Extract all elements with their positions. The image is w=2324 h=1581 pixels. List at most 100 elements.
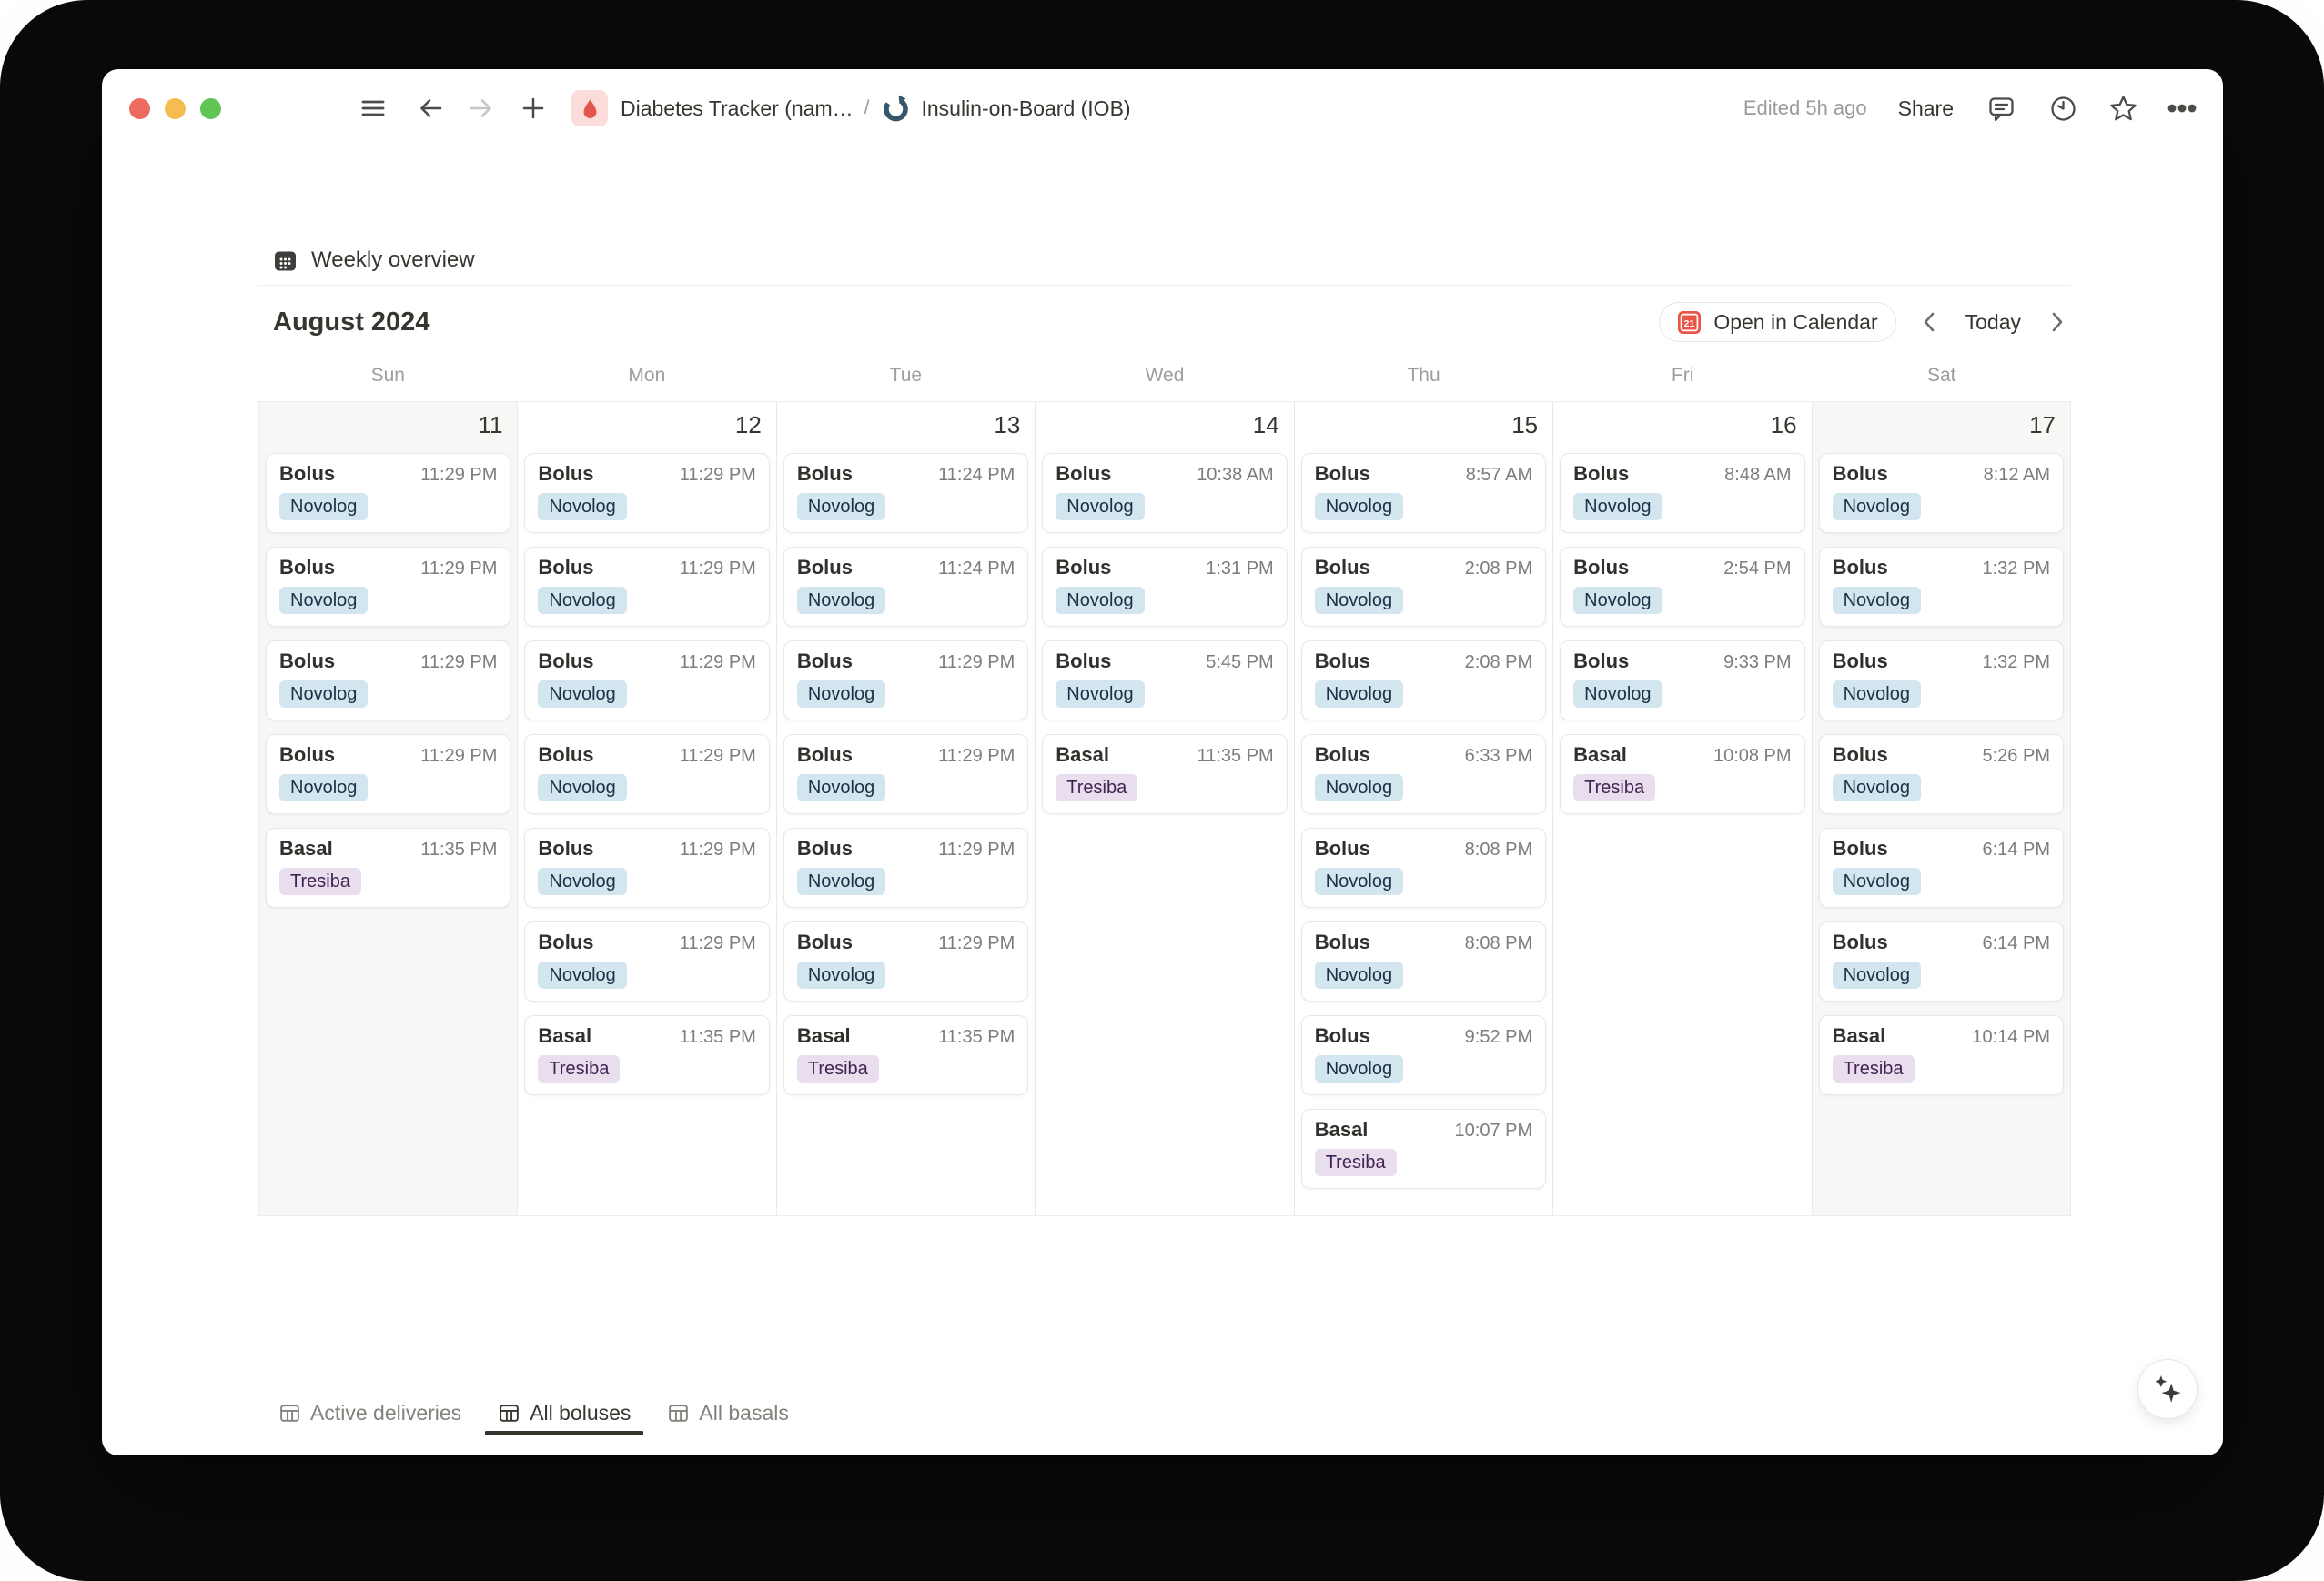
date-number: 15	[1511, 411, 1539, 438]
event-card[interactable]: Bolus 1:32 PM Novolog	[1818, 547, 2064, 627]
event-card[interactable]: Bolus 6:33 PM Novolog	[1300, 734, 1547, 814]
event-card-row: Bolus 11:24 PM	[797, 462, 1015, 486]
medication-tag: Novolog	[1056, 587, 1145, 614]
event-card[interactable]: Bolus 11:29 PM Novolog	[524, 828, 770, 908]
tab-all-boluses[interactable]: All boluses	[485, 1390, 644, 1435]
medication-tag: Tresiba	[538, 1055, 621, 1083]
date-number: 11	[478, 411, 503, 438]
event-card[interactable]: Basal 10:07 PM Tresiba	[1300, 1109, 1547, 1189]
event-card[interactable]: Bolus 10:38 AM Novolog	[1042, 453, 1288, 533]
close-button[interactable]	[129, 97, 150, 119]
event-card[interactable]: Bolus 11:29 PM Novolog	[783, 734, 1029, 814]
event-card[interactable]: Bolus 11:29 PM Novolog	[524, 734, 770, 814]
event-card[interactable]: Bolus 9:52 PM Novolog	[1300, 1015, 1547, 1095]
event-card[interactable]: Bolus 8:08 PM Novolog	[1300, 921, 1547, 1002]
view-tabs: Active deliveries All boluses All basals	[266, 1390, 802, 1435]
history-clock-icon[interactable]	[2048, 94, 2078, 124]
event-title: Bolus	[1314, 462, 1370, 485]
event-card[interactable]: Basal 11:35 PM Tresiba	[783, 1015, 1029, 1095]
event-card[interactable]: Bolus 1:31 PM Novolog	[1042, 547, 1288, 627]
event-card-row: Bolus 2:54 PM	[1573, 556, 1791, 579]
event-card[interactable]: Bolus 6:14 PM Novolog	[1818, 828, 2064, 908]
more-options-icon[interactable]	[2167, 103, 2198, 114]
event-title: Basal	[279, 837, 333, 860]
event-time: 9:33 PM	[1723, 652, 1792, 672]
event-card[interactable]: Basal 11:35 PM Tresiba	[524, 1015, 770, 1095]
event-card[interactable]: Basal 11:35 PM Tresiba	[1042, 734, 1288, 814]
event-time: 2:08 PM	[1464, 559, 1533, 579]
event-time: 11:35 PM	[1197, 746, 1274, 766]
event-card[interactable]: Basal 11:35 PM Tresiba	[266, 828, 511, 908]
traffic-lights	[129, 97, 221, 119]
previous-week-chevron-icon[interactable]	[1921, 310, 1937, 334]
event-card[interactable]: Bolus 2:08 PM Novolog	[1300, 547, 1547, 627]
event-title: Basal	[1573, 743, 1627, 766]
event-card[interactable]: Basal 10:14 PM Tresiba	[1818, 1015, 2064, 1095]
month-label: August 2024	[273, 307, 430, 337]
favorite-star-icon[interactable]	[2108, 94, 2138, 124]
event-card-row: Bolus 11:29 PM	[797, 837, 1015, 861]
back-arrow-icon[interactable]	[417, 95, 444, 122]
event-card-row: Basal 11:35 PM	[797, 1024, 1015, 1048]
event-card[interactable]: Bolus 8:48 AM Novolog	[1560, 453, 1805, 533]
medication-tag: Tresiba	[796, 1055, 879, 1083]
event-card[interactable]: Bolus 2:54 PM Novolog	[1560, 547, 1805, 627]
event-card[interactable]: Bolus 8:12 AM Novolog	[1818, 453, 2064, 533]
event-card[interactable]: Bolus 11:29 PM Novolog	[524, 453, 770, 533]
open-in-calendar-button[interactable]: 21 Open in Calendar	[1659, 302, 1896, 342]
event-card[interactable]: Bolus 11:29 PM Novolog	[266, 640, 511, 720]
ai-assistant-button[interactable]	[2137, 1359, 2198, 1419]
breadcrumb-insulin-on-board[interactable]: Insulin-on-Board (IOB)	[921, 96, 1131, 120]
calendar-view-icon	[275, 251, 296, 270]
forward-arrow-icon[interactable]	[468, 95, 495, 122]
event-card[interactable]: Bolus 5:45 PM Novolog	[1042, 640, 1288, 720]
event-time: 1:31 PM	[1206, 559, 1274, 579]
event-title: Bolus	[1314, 556, 1370, 579]
event-card-row: Bolus 11:29 PM	[538, 837, 755, 861]
event-card[interactable]: Bolus 11:29 PM Novolog	[524, 921, 770, 1002]
new-page-plus-icon[interactable]	[520, 96, 546, 121]
event-card[interactable]: Bolus 11:29 PM Novolog	[524, 640, 770, 720]
comments-icon[interactable]	[1986, 94, 2016, 124]
next-week-chevron-icon[interactable]	[2049, 310, 2066, 334]
tab-active-deliveries[interactable]: Active deliveries	[266, 1390, 474, 1435]
event-card[interactable]: Bolus 11:29 PM Novolog	[783, 828, 1029, 908]
medication-tag: Novolog	[279, 680, 369, 708]
event-card[interactable]: Bolus 11:29 PM Novolog	[783, 640, 1029, 720]
medication-tag: Tresiba	[1573, 774, 1656, 801]
sidebar-toggle-icon[interactable]	[359, 95, 387, 122]
medication-tag: Tresiba	[279, 868, 361, 895]
medication-tag: Novolog	[1832, 587, 1921, 614]
share-button[interactable]: Share	[1897, 96, 1954, 120]
event-card[interactable]: Bolus 8:08 PM Novolog	[1300, 828, 1547, 908]
event-card[interactable]: Bolus 11:29 PM Novolog	[266, 547, 511, 627]
event-card[interactable]: Bolus 5:26 PM Novolog	[1818, 734, 2064, 814]
event-card[interactable]: Bolus 11:29 PM Novolog	[783, 921, 1029, 1002]
event-card[interactable]: Basal 10:08 PM Tresiba	[1560, 734, 1805, 814]
zoom-button[interactable]	[200, 97, 221, 119]
event-card-row: Bolus 1:31 PM	[1056, 556, 1273, 579]
event-card[interactable]: Bolus 2:08 PM Novolog	[1300, 640, 1547, 720]
date-number: 13	[994, 411, 1021, 438]
event-card[interactable]: Bolus 11:24 PM Novolog	[783, 547, 1029, 627]
event-card-row: Bolus 8:57 AM	[1315, 462, 1532, 486]
event-card[interactable]: Bolus 11:29 PM Novolog	[266, 734, 511, 814]
event-card[interactable]: Bolus 8:57 AM Novolog	[1300, 453, 1547, 533]
today-button[interactable]: Today	[1965, 309, 2021, 334]
event-card[interactable]: Bolus 9:33 PM Novolog	[1560, 640, 1805, 720]
tab-all-basals[interactable]: All basals	[654, 1390, 801, 1435]
breadcrumb-diabetes-tracker[interactable]: Diabetes Tracker (nam…	[621, 96, 854, 120]
event-card[interactable]: Bolus 11:24 PM Novolog	[783, 453, 1029, 533]
medication-tag: Novolog	[279, 774, 369, 801]
event-title: Bolus	[1832, 931, 1888, 953]
event-card[interactable]: Bolus 6:14 PM Novolog	[1818, 921, 2064, 1002]
event-card[interactable]: Bolus 1:32 PM Novolog	[1818, 640, 2064, 720]
event-card[interactable]: Bolus 11:29 PM Novolog	[266, 453, 511, 533]
minimize-button[interactable]	[165, 97, 186, 119]
medication-tag: Novolog	[1832, 774, 1921, 801]
weekday-label-mon: Mon	[628, 365, 666, 386]
event-card-row: Bolus 6:14 PM	[1833, 931, 2050, 954]
date-number: 17	[2029, 411, 2056, 438]
date-number: 16	[1770, 411, 1797, 438]
event-card[interactable]: Bolus 11:29 PM Novolog	[524, 547, 770, 627]
